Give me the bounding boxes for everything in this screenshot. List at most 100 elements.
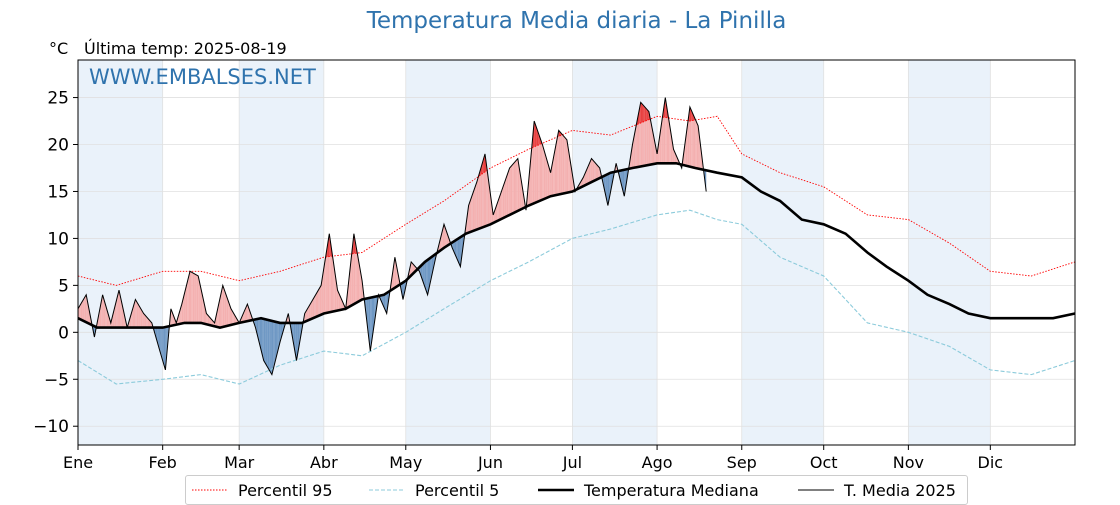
fill-above-p95 bbox=[644, 106, 647, 122]
fill-below-median bbox=[454, 239, 457, 258]
fill-above-median bbox=[189, 271, 192, 323]
fill-above-median bbox=[439, 235, 442, 251]
fill-above-median bbox=[542, 144, 544, 200]
legend-label-current: T. Media 2025 bbox=[844, 480, 956, 500]
fill-above-median bbox=[333, 261, 335, 312]
fill-above-median bbox=[551, 158, 554, 196]
fill-above-median bbox=[668, 114, 670, 164]
plot-frame bbox=[77, 59, 1076, 446]
fill-above-median bbox=[222, 285, 225, 327]
fill-above-median bbox=[591, 158, 593, 183]
fill-above-median bbox=[233, 313, 236, 325]
fill-above-median bbox=[486, 164, 488, 226]
fill-above-median bbox=[692, 113, 694, 168]
fill-above-median bbox=[516, 158, 518, 212]
fill-above-median bbox=[83, 297, 85, 322]
fill-above-median bbox=[184, 287, 186, 323]
fill-below-median bbox=[163, 327, 165, 367]
fill-below-median bbox=[277, 322, 279, 353]
x-tick-label: Nov bbox=[893, 453, 924, 472]
fill-above-median bbox=[635, 123, 637, 168]
fill-above-median bbox=[185, 282, 188, 323]
fill-above-p95 bbox=[647, 110, 649, 121]
fill-above-median bbox=[564, 136, 566, 194]
fill-above-median bbox=[337, 290, 339, 311]
fill-above-median bbox=[195, 274, 197, 323]
fill-above-median bbox=[170, 308, 172, 326]
fill-above-median bbox=[646, 108, 648, 166]
fill-above-p95 bbox=[327, 233, 330, 257]
fill-above-median bbox=[120, 296, 122, 328]
fill-above-median bbox=[540, 140, 543, 201]
fill-above-median bbox=[139, 306, 141, 328]
fill-above-median bbox=[547, 163, 550, 198]
fill-above-median bbox=[561, 133, 563, 194]
fill-above-median bbox=[322, 268, 324, 315]
fill-above-median bbox=[181, 298, 184, 324]
fill-above-median bbox=[592, 160, 595, 182]
y-tick-label: −5 bbox=[44, 370, 69, 390]
fill-above-median bbox=[517, 158, 520, 211]
fill-above-median bbox=[102, 294, 104, 328]
fill-above-median bbox=[149, 319, 151, 328]
temperature-chart: −10 −5 0 5 10 15 20 25 Ene Feb Mar Abr May Jun Jul Ago S… bbox=[33, 59, 1076, 472]
fill-below-median bbox=[296, 322, 298, 361]
fill-below-median bbox=[383, 293, 386, 311]
legend-swatch-p5 bbox=[369, 489, 405, 491]
fill-above-median bbox=[356, 249, 358, 303]
fill-below-median bbox=[401, 282, 404, 300]
fill-above-median bbox=[118, 290, 121, 328]
fill-below-median bbox=[255, 319, 257, 334]
month-band bbox=[78, 60, 163, 445]
fill-below-median bbox=[159, 327, 161, 355]
fill-above-median bbox=[669, 123, 671, 164]
fill-above-median bbox=[598, 166, 600, 179]
fill-above-median bbox=[220, 291, 222, 328]
fill-below-median bbox=[160, 327, 162, 358]
x-tick-label: Ene bbox=[63, 453, 93, 472]
fill-below-median bbox=[603, 175, 606, 194]
fill-above-median bbox=[179, 307, 181, 324]
fill-above-median bbox=[553, 151, 555, 196]
month-band bbox=[741, 60, 824, 445]
y-tick-label: 20 bbox=[47, 136, 69, 156]
fill-above-median bbox=[351, 246, 353, 306]
fill-above-median bbox=[198, 275, 200, 323]
fill-above-median bbox=[556, 137, 558, 195]
fill-above-median bbox=[318, 287, 320, 316]
fill-above-median bbox=[500, 191, 502, 220]
x-tick-label: Dic bbox=[978, 453, 1004, 472]
legend-label-p95: Percentil 95 bbox=[238, 480, 333, 500]
fill-above-median bbox=[508, 167, 510, 216]
series-line-p95 bbox=[77, 115, 1076, 286]
fill-above-p95 bbox=[640, 102, 643, 123]
fill-above-median bbox=[468, 201, 470, 233]
y-tick-label: 25 bbox=[47, 89, 69, 109]
fill-above-median bbox=[515, 160, 517, 213]
fill-above-median bbox=[224, 289, 226, 327]
fill-above-median bbox=[595, 163, 597, 181]
fill-above-median bbox=[98, 308, 100, 328]
fill-above-median bbox=[691, 110, 693, 168]
fill-above-median bbox=[241, 313, 244, 323]
fill-above-median bbox=[306, 308, 308, 322]
fill-above-p95 bbox=[535, 124, 537, 147]
fill-below-median bbox=[427, 258, 429, 295]
fill-above-median bbox=[658, 135, 660, 164]
fill-above-median bbox=[194, 273, 196, 323]
fill-below-median bbox=[460, 236, 462, 267]
fill-above-median bbox=[308, 304, 311, 320]
fill-above-median bbox=[411, 261, 413, 276]
fill-below-median bbox=[452, 241, 454, 251]
fill-above-median bbox=[359, 265, 361, 302]
fill-above-median bbox=[565, 138, 567, 193]
fill-above-median bbox=[498, 195, 501, 221]
fill-above-median bbox=[321, 276, 323, 315]
fill-above-median bbox=[554, 144, 557, 196]
fill-above-median bbox=[326, 242, 328, 313]
fill-above-median bbox=[143, 313, 145, 328]
fill-above-median bbox=[566, 139, 569, 193]
fill-above-median bbox=[647, 110, 649, 166]
fill-above-median bbox=[215, 310, 218, 327]
fill-below-median bbox=[263, 318, 266, 363]
